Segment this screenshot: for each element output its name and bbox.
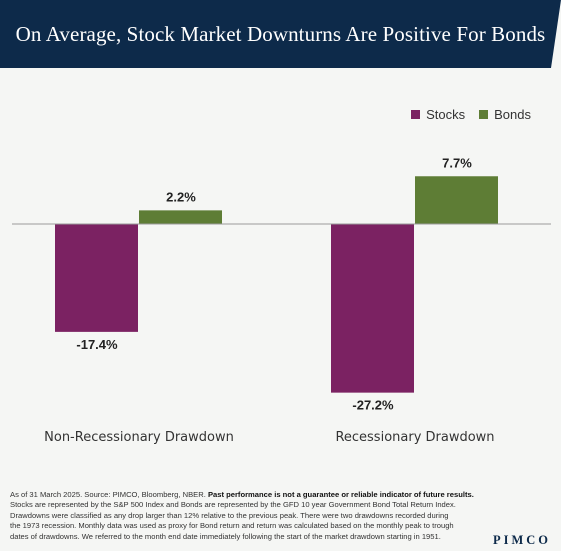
data-label-bonds-2: 7.7% xyxy=(442,155,472,170)
pimco-logo: PIMCO xyxy=(492,533,551,547)
data-label-stocks-2: -27.2% xyxy=(352,398,394,413)
footnote-line-2: Stocks are represented by the S&P 500 In… xyxy=(10,500,456,510)
legend-swatch-bonds xyxy=(479,110,489,119)
category-label-1: Non-Recessionary Drawdown xyxy=(44,430,234,445)
footnote-line-5: dates of drawdowns. We referred to the m… xyxy=(10,531,441,541)
bar-bonds-2 xyxy=(415,176,498,224)
footnote-disclaimer: Past performance is not a guarantee or r… xyxy=(207,490,474,499)
footnote-line-3: Drawdowns were classified as any drop la… xyxy=(10,510,449,520)
bar-chart: -17.4% 2.2% Non-Recessionary Drawdown -27.2… xyxy=(12,155,551,445)
footnote: As of 31 March 2025. Source: PIMCO, Bloo… xyxy=(10,490,478,542)
chart-title: On Average, Stock Market Downturns Are P… xyxy=(15,22,546,46)
legend-label-bonds: Bonds xyxy=(494,107,531,122)
legend-item-bonds: Bonds xyxy=(479,107,531,122)
data-label-stocks-1: -17.4% xyxy=(76,337,118,352)
bar-stocks-2 xyxy=(331,224,414,393)
footnote-line-4: the 1973 recession. Monthly data was use… xyxy=(10,521,454,531)
title-banner xyxy=(0,0,561,68)
bar-stocks-1 xyxy=(55,224,138,332)
footnote-source: As of 31 March 2025. Source: PIMCO, Bloo… xyxy=(10,490,206,499)
bar-bonds-1 xyxy=(139,210,222,224)
data-label-bonds-1: 2.2% xyxy=(166,189,196,204)
legend-item-stocks: Stocks xyxy=(411,107,465,122)
legend: Stocks Bonds xyxy=(411,107,531,122)
legend-label-stocks: Stocks xyxy=(426,107,466,122)
category-label-2: Recessionary Drawdown xyxy=(335,430,494,445)
legend-swatch-stocks xyxy=(411,110,421,119)
